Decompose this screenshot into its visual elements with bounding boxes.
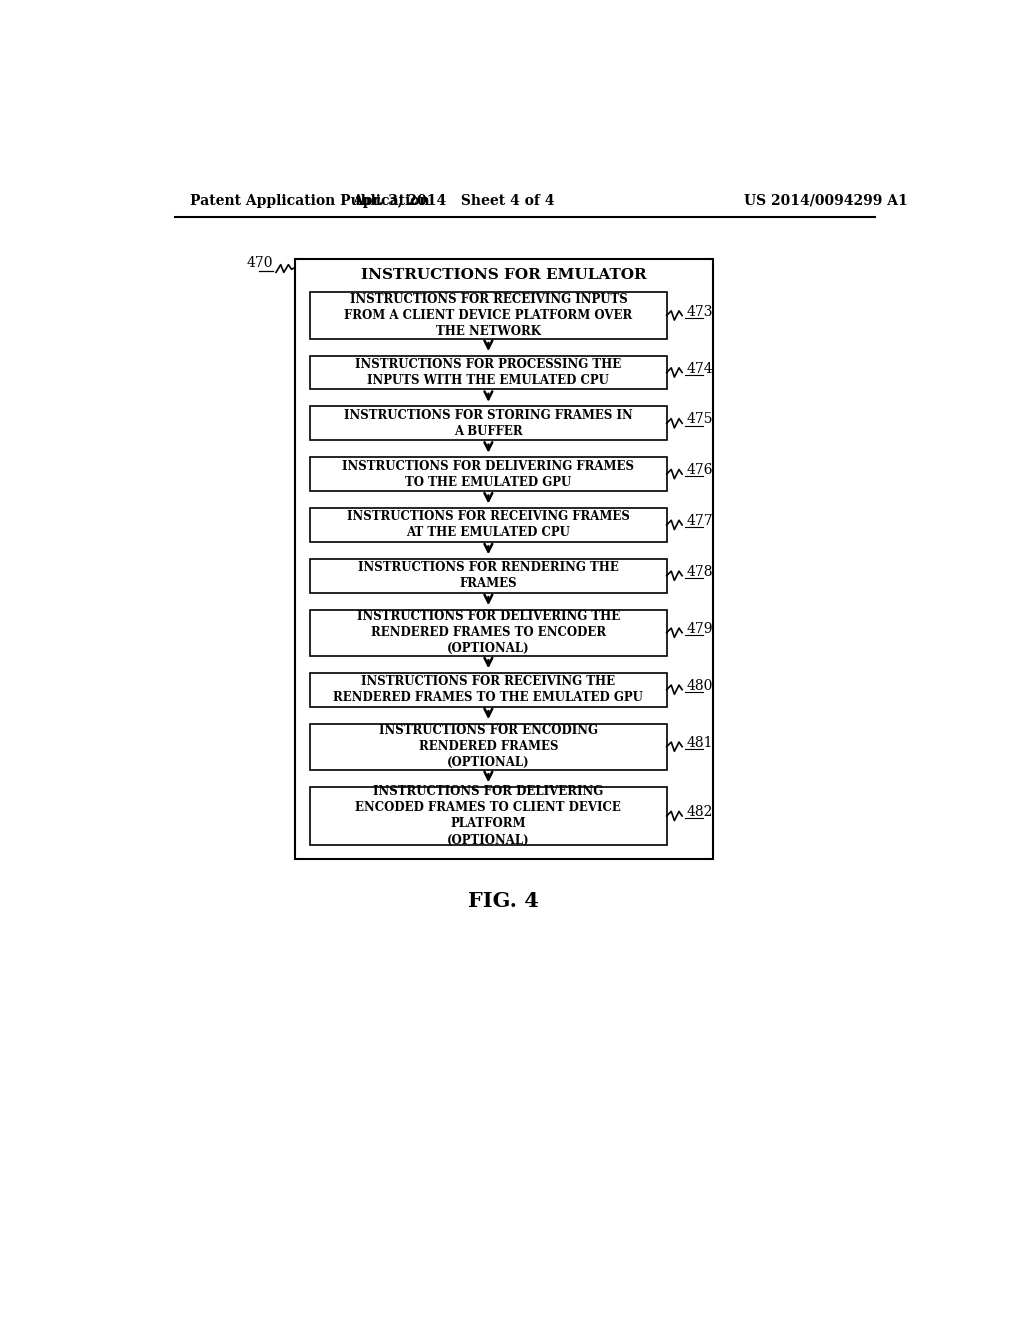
Text: Patent Application Publication: Patent Application Publication bbox=[190, 194, 430, 207]
FancyBboxPatch shape bbox=[310, 457, 667, 491]
Text: 473: 473 bbox=[687, 305, 714, 318]
Text: FIG. 4: FIG. 4 bbox=[468, 891, 540, 911]
Text: INSTRUCTIONS FOR RECEIVING FRAMES
AT THE EMULATED CPU: INSTRUCTIONS FOR RECEIVING FRAMES AT THE… bbox=[347, 511, 630, 540]
Text: 477: 477 bbox=[687, 513, 714, 528]
Text: INSTRUCTIONS FOR RECEIVING THE
RENDERED FRAMES TO THE EMULATED GPU: INSTRUCTIONS FOR RECEIVING THE RENDERED … bbox=[334, 676, 643, 704]
FancyBboxPatch shape bbox=[310, 508, 667, 543]
FancyBboxPatch shape bbox=[310, 787, 667, 845]
FancyBboxPatch shape bbox=[310, 610, 667, 656]
FancyBboxPatch shape bbox=[295, 259, 713, 859]
Text: INSTRUCTIONS FOR DELIVERING THE
RENDERED FRAMES TO ENCODER
(OPTIONAL): INSTRUCTIONS FOR DELIVERING THE RENDERED… bbox=[356, 610, 620, 655]
Text: 470: 470 bbox=[247, 256, 273, 271]
FancyBboxPatch shape bbox=[310, 558, 667, 593]
Text: Apr. 3, 2014   Sheet 4 of 4: Apr. 3, 2014 Sheet 4 of 4 bbox=[352, 194, 555, 207]
Text: 476: 476 bbox=[687, 463, 714, 478]
Text: INSTRUCTIONS FOR PROCESSING THE
INPUTS WITH THE EMULATED CPU: INSTRUCTIONS FOR PROCESSING THE INPUTS W… bbox=[355, 358, 622, 387]
Text: INSTRUCTIONS FOR EMULATOR: INSTRUCTIONS FOR EMULATOR bbox=[361, 268, 647, 282]
Text: INSTRUCTIONS FOR RECEIVING INPUTS
FROM A CLIENT DEVICE PLATFORM OVER
THE NETWORK: INSTRUCTIONS FOR RECEIVING INPUTS FROM A… bbox=[344, 293, 633, 338]
Text: 479: 479 bbox=[687, 622, 714, 636]
FancyBboxPatch shape bbox=[310, 723, 667, 770]
Text: INSTRUCTIONS FOR STORING FRAMES IN
A BUFFER: INSTRUCTIONS FOR STORING FRAMES IN A BUF… bbox=[344, 409, 633, 438]
Text: 481: 481 bbox=[687, 735, 714, 750]
Text: 482: 482 bbox=[687, 805, 713, 820]
FancyBboxPatch shape bbox=[310, 293, 667, 339]
Text: INSTRUCTIONS FOR ENCODING
RENDERED FRAMES
(OPTIONAL): INSTRUCTIONS FOR ENCODING RENDERED FRAME… bbox=[379, 725, 598, 770]
Text: INSTRUCTIONS FOR DELIVERING
ENCODED FRAMES TO CLIENT DEVICE
PLATFORM
(OPTIONAL): INSTRUCTIONS FOR DELIVERING ENCODED FRAM… bbox=[355, 785, 622, 846]
FancyBboxPatch shape bbox=[310, 407, 667, 441]
Text: 480: 480 bbox=[687, 678, 713, 693]
Text: INSTRUCTIONS FOR RENDERING THE
FRAMES: INSTRUCTIONS FOR RENDERING THE FRAMES bbox=[358, 561, 618, 590]
Text: 478: 478 bbox=[687, 565, 714, 579]
FancyBboxPatch shape bbox=[310, 355, 667, 389]
Text: INSTRUCTIONS FOR DELIVERING FRAMES
TO THE EMULATED GPU: INSTRUCTIONS FOR DELIVERING FRAMES TO TH… bbox=[342, 459, 635, 488]
Text: 474: 474 bbox=[687, 362, 714, 376]
FancyBboxPatch shape bbox=[310, 673, 667, 706]
Text: US 2014/0094299 A1: US 2014/0094299 A1 bbox=[743, 194, 907, 207]
Text: 475: 475 bbox=[687, 412, 714, 426]
